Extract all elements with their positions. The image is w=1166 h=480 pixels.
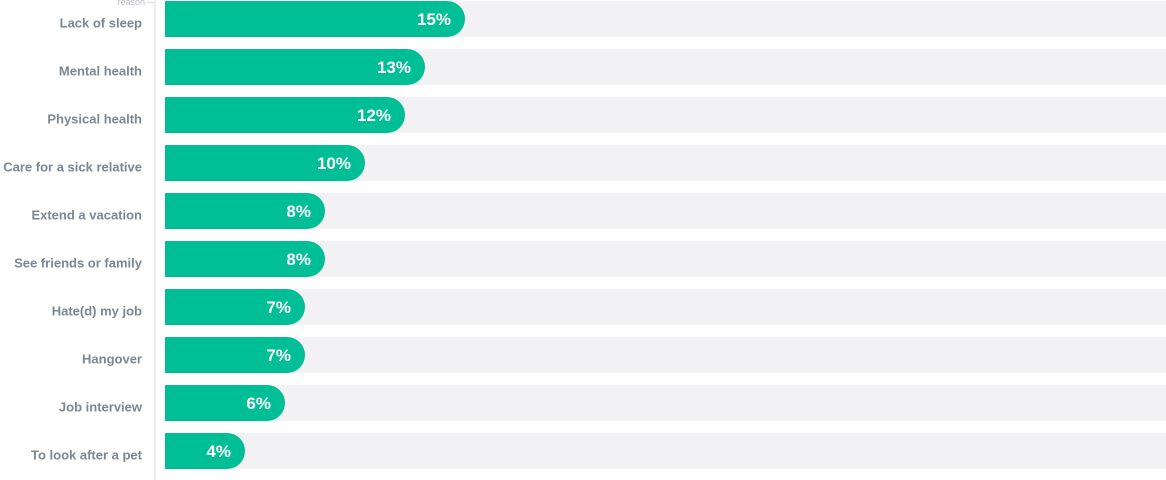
value-label: 15% [417,10,451,29]
value-label: 4% [206,442,231,461]
bar-row: Hangover 7% [82,337,1166,373]
bar-row: See friends or family 8% [14,241,1166,277]
bar-track [165,145,1166,181]
bar-row: Care for a sick relative 10% [3,145,1166,181]
bar [165,145,365,181]
bar [165,289,305,325]
bar-track [165,241,1166,277]
category-label: Job interview [59,400,143,415]
category-label: Care for a sick relative [3,160,142,175]
bar [165,241,325,277]
bar [165,433,245,469]
bars-layer: Lack of sleep 15% Mental health 13% Physical… [3,1,1166,469]
bar [165,1,465,37]
value-label: 7% [266,346,291,365]
bar-row: Job interview 6% [59,385,1166,421]
value-label: 8% [286,202,311,221]
bar-track [165,97,1166,133]
value-label: 13% [377,58,411,77]
category-label: To look after a pet [31,448,143,463]
bar-row: Extend a vacation 8% [31,193,1166,229]
bar [165,385,285,421]
category-label: Lack of sleep [60,16,142,31]
bar [165,97,405,133]
bar-track [165,433,1166,469]
bar-row: To look after a pet 4% [31,433,1166,469]
category-label: Physical health [47,112,142,127]
bar-track [165,337,1166,373]
bar [165,49,425,85]
category-label: Hate(d) my job [52,304,142,319]
bar [165,337,305,373]
value-label: 10% [317,154,351,173]
category-label: Extend a vacation [31,208,142,223]
bar-track [165,193,1166,229]
value-label: 12% [357,106,391,125]
bar [165,193,325,229]
bar-row: Lack of sleep 15% [60,1,1166,37]
bar-track [165,289,1166,325]
category-label: Mental health [59,64,142,79]
value-label: 6% [246,394,271,413]
bar-row: Hate(d) my job 7% [52,289,1166,325]
category-label: Hangover [82,352,142,367]
category-label: See friends or family [14,256,143,271]
bar-track [165,385,1166,421]
value-label: 7% [266,298,291,317]
y-axis-title: reason [117,0,145,7]
bar-row: Mental health 13% [59,49,1166,85]
bar-row: Physical health 12% [47,97,1166,133]
value-label: 8% [286,250,311,269]
